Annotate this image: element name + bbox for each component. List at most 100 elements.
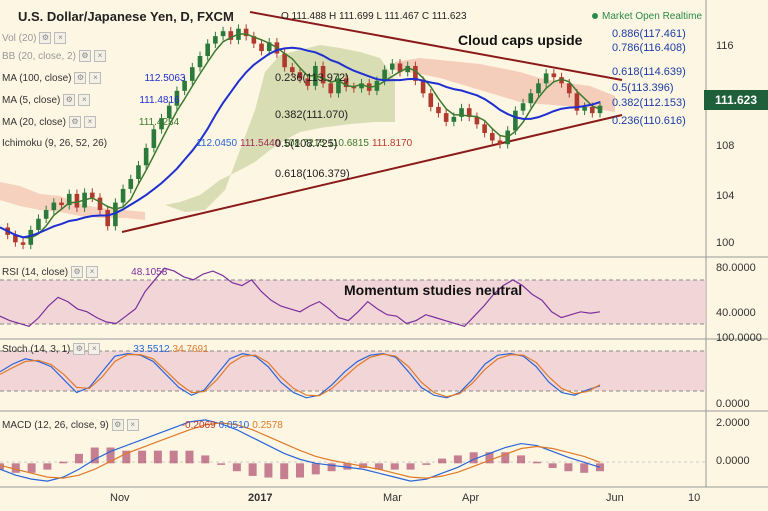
macd-histogram-bar — [153, 450, 162, 464]
macd-histogram-bar — [343, 463, 352, 470]
macd-histogram-bar — [185, 450, 194, 464]
indicator-value: 110.6815 — [327, 137, 369, 149]
candle-body — [190, 67, 195, 81]
candle-body — [336, 78, 341, 94]
candle-body — [59, 202, 64, 206]
macd-histogram-bar — [374, 463, 383, 470]
candle-body — [390, 63, 395, 70]
chart-title: U.S. Dollar/Japanese Yen, D, FXCM — [18, 9, 234, 24]
candle-body — [451, 116, 457, 122]
rsi-tick: 80.0000 — [716, 262, 756, 274]
candle-body — [20, 242, 26, 245]
indicator-name: MA (20, close) — [2, 116, 66, 128]
candle-body — [51, 202, 57, 211]
macd-histogram-bar — [596, 463, 604, 472]
indicator-row-macd[interactable]: MACD (12, 26, close, 9) ⚙ × -0.2069 0.05… — [2, 418, 283, 432]
macd-histogram-bar — [469, 452, 478, 464]
candle-body — [143, 147, 149, 166]
macd-histogram-bar — [90, 447, 99, 464]
indicator-row-bb[interactable]: BB (20, close, 2) ⚙ × — [2, 49, 106, 63]
candle-body — [105, 210, 110, 227]
macd-histogram-bar — [217, 463, 226, 465]
settings-icon[interactable]: ⚙ — [73, 343, 86, 355]
candle-body — [36, 218, 41, 230]
trendline-lower[interactable] — [121, 114, 623, 233]
macd-histogram-bar — [438, 458, 447, 464]
macd-histogram-bar — [280, 463, 289, 480]
status-dot-icon — [592, 13, 598, 20]
candle-body — [520, 103, 526, 111]
stoch-band — [0, 351, 706, 391]
indicator-row-ma5[interactable]: MA (5, close) ⚙ × 111.4816 — [2, 93, 180, 107]
candle-body — [90, 192, 95, 198]
indicator-row-rsi[interactable]: RSI (14, close) ⚙ × 48.1058 — [2, 265, 167, 279]
close-icon[interactable]: × — [126, 419, 139, 431]
indicator-value: 111.4234 — [138, 116, 180, 128]
candle-body — [74, 193, 80, 208]
macd-histogram-bar — [43, 463, 52, 470]
settings-icon[interactable]: ⚙ — [68, 116, 81, 128]
settings-icon[interactable]: ⚙ — [39, 32, 52, 44]
indicator-value: 111.8170 — [371, 137, 413, 149]
close-icon[interactable]: × — [78, 94, 91, 106]
candle-body — [328, 83, 334, 94]
fib-level-label: 0.618(114.639) — [612, 66, 686, 78]
close-icon[interactable]: × — [88, 343, 101, 355]
macd-histogram-bar — [453, 455, 462, 464]
candle-body — [528, 93, 534, 104]
market-status: Market Open Realtime — [592, 11, 702, 22]
candle-body — [343, 78, 349, 88]
candle-body — [559, 77, 564, 84]
signal-line — [0, 422, 601, 479]
indicator-row-ma20[interactable]: MA (20, close) ⚙ × 111.4234 — [2, 115, 179, 129]
settings-icon[interactable]: ⚙ — [78, 50, 91, 62]
candle-body — [459, 108, 464, 117]
candle-body — [174, 90, 180, 106]
settings-icon[interactable]: ⚙ — [63, 94, 76, 106]
indicator-row-ma100[interactable]: MA (100, close) ⚙ × 112.5063 — [2, 71, 185, 85]
close-icon[interactable]: × — [89, 72, 102, 84]
indicator-name: Vol (20) — [2, 32, 37, 44]
fib-level-label: 0.236(110.616) — [612, 115, 686, 127]
indicator-row-ichimoku[interactable]: Ichimoku (9, 26, 52, 26) 112.0450 111.54… — [2, 136, 412, 150]
stoch-tick: 0.0000 — [716, 398, 750, 410]
macd-tick: 2.0000 — [716, 417, 750, 429]
close-icon[interactable]: × — [83, 116, 96, 128]
indicator-value: 111.5440 — [240, 137, 281, 149]
candle-body — [551, 73, 557, 78]
candle-body — [351, 87, 357, 89]
macd-histogram-bar — [248, 463, 257, 476]
rsi-line — [0, 267, 601, 328]
trendline-upper[interactable] — [249, 11, 623, 81]
candle-body — [282, 53, 287, 68]
fib-level-label: 0.382(112.153) — [612, 97, 686, 109]
price-tick: 116 — [716, 40, 734, 52]
fib-level-label: 0.236(113.972) — [275, 72, 349, 84]
candle-body — [597, 105, 603, 114]
candle-body — [566, 83, 572, 94]
candle-body — [113, 202, 118, 227]
market-status-text: Market Open Realtime — [602, 11, 703, 22]
candle-body — [590, 106, 595, 114]
settings-icon[interactable]: ⚙ — [71, 266, 84, 278]
macd-histogram-bar — [264, 463, 273, 478]
close-icon[interactable]: × — [93, 50, 106, 62]
indicator-name: Ichimoku (9, 26, 52, 26) — [2, 137, 108, 149]
candle-body — [574, 93, 580, 111]
candle-body — [243, 28, 249, 37]
close-icon[interactable]: × — [86, 266, 99, 278]
close-icon[interactable]: × — [54, 32, 67, 44]
candle-body — [320, 65, 326, 84]
indicator-name: Stoch (14, 3, 1) — [2, 343, 71, 355]
time-tick: 2017 — [248, 492, 273, 504]
indicator-value: 48.1058 — [131, 266, 168, 278]
candle-body — [305, 78, 310, 86]
stoch-tick: 100.0000 — [716, 332, 762, 344]
settings-icon[interactable]: ⚙ — [74, 72, 87, 84]
indicator-value: 0.0510 — [218, 419, 250, 431]
macd-histogram-bar — [517, 455, 526, 464]
indicator-row-stoch[interactable]: Stoch (14, 3, 1) ⚙ × 33.5512 34.7691 — [2, 342, 209, 356]
indicator-row-vol[interactable]: Vol (20) ⚙ × — [2, 31, 67, 45]
candle-body — [43, 210, 49, 219]
settings-icon[interactable]: ⚙ — [111, 419, 124, 431]
